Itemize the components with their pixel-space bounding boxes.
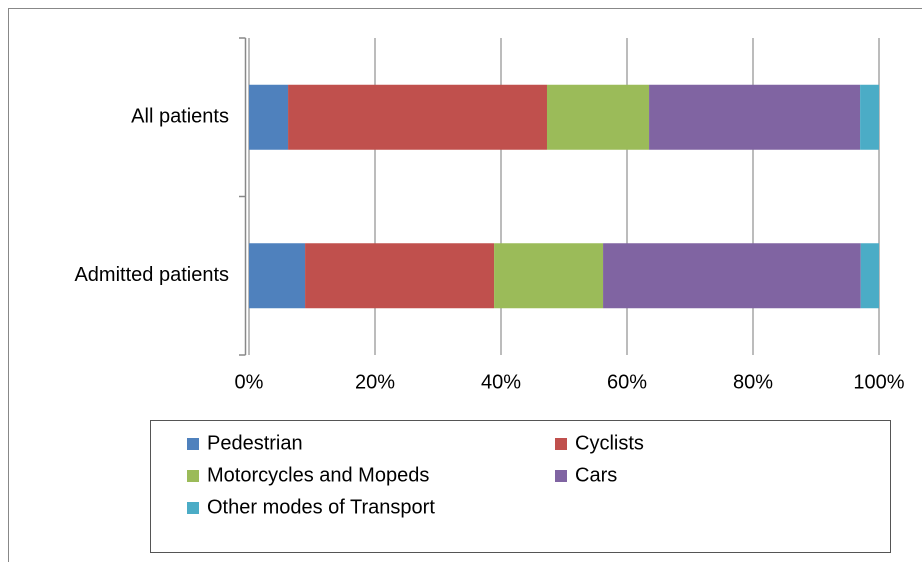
legend-swatch: [555, 438, 567, 450]
x-tick-label: 60%: [607, 371, 647, 393]
x-tick-label: 80%: [733, 371, 773, 393]
legend-swatch: [555, 470, 567, 482]
legend-swatch: [187, 470, 199, 482]
bar-segment: [861, 243, 879, 308]
x-tick-label: 40%: [481, 371, 521, 393]
bar-segment: [305, 243, 494, 308]
legend-label: Other modes of Transport: [207, 496, 435, 518]
legend-label: Pedestrian: [207, 432, 303, 454]
legend-swatch: [187, 438, 199, 450]
bar-segment: [288, 85, 547, 150]
bar-segment: [494, 243, 603, 308]
bar-segment: [649, 85, 860, 150]
bar-segment: [860, 85, 879, 150]
bar-segment: [603, 243, 861, 308]
x-tick-label: 100%: [853, 371, 904, 393]
bar-segment: [249, 85, 288, 150]
bar-segment: [249, 243, 305, 308]
y-tick-label: All patients: [131, 106, 229, 128]
x-tick-label: 0%: [235, 371, 264, 393]
bar-segment: [547, 85, 649, 150]
legend-swatch: [187, 502, 199, 514]
legend-label: Motorcycles and Mopeds: [207, 464, 429, 486]
y-tick-label: Admitted patients: [74, 264, 229, 286]
legend-label: Cars: [575, 464, 617, 486]
x-tick-label: 20%: [355, 371, 395, 393]
legend-label: Cyclists: [575, 432, 644, 454]
